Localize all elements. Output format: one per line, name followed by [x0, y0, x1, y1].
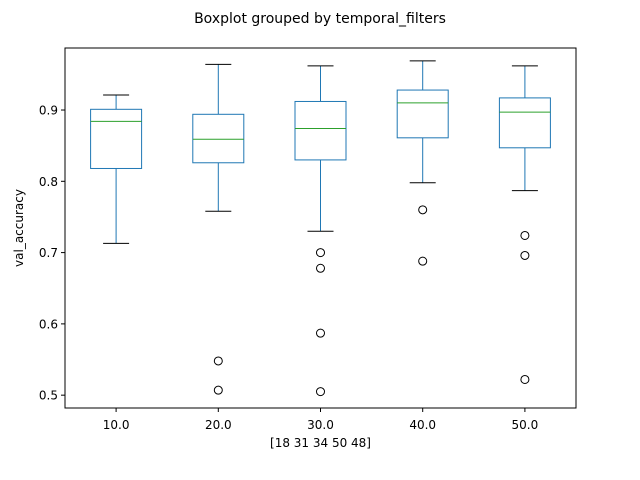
- x-tick-label: 10.0: [103, 418, 130, 432]
- outlier-point: [316, 248, 325, 258]
- x-tick-label: 20.0: [205, 418, 232, 432]
- box: [396, 89, 449, 139]
- outlier-point: [316, 263, 325, 273]
- y-axis-label: val_accuracy: [12, 189, 26, 267]
- outlier-point: [520, 230, 530, 240]
- outlier-point: [520, 250, 530, 260]
- chart-title: Boxplot grouped by temporal_filters: [194, 11, 446, 27]
- x-tick-label: 40.0: [409, 418, 436, 432]
- outlier-point: [316, 387, 325, 397]
- y-tick-label: 0.6: [39, 317, 58, 331]
- x-tick-label: 30.0: [307, 418, 334, 432]
- outlier-point: [418, 205, 428, 215]
- box: [294, 100, 347, 161]
- y-tick-label: 0.7: [39, 246, 58, 260]
- outlier-point: [316, 328, 325, 338]
- plot-area: 0.5 0.6 0.7 0.8 0.9 10.0 20.0 30.0 40.0 50.0: [39, 60, 551, 432]
- box: [90, 108, 143, 169]
- axes-frame: [64, 47, 577, 409]
- y-tick-label: 0.9: [39, 104, 58, 118]
- outlier-point: [213, 385, 223, 395]
- x-axis-label: [18 31 34 50 48]: [270, 436, 371, 450]
- box: [192, 113, 245, 164]
- box: [498, 97, 551, 149]
- outlier-point: [418, 256, 428, 266]
- outlier-point: [520, 374, 530, 384]
- x-tick-label: 50.0: [512, 418, 539, 432]
- y-tick-label: 0.5: [39, 389, 58, 403]
- y-tick-label: 0.8: [39, 175, 58, 189]
- outlier-point: [213, 356, 223, 366]
